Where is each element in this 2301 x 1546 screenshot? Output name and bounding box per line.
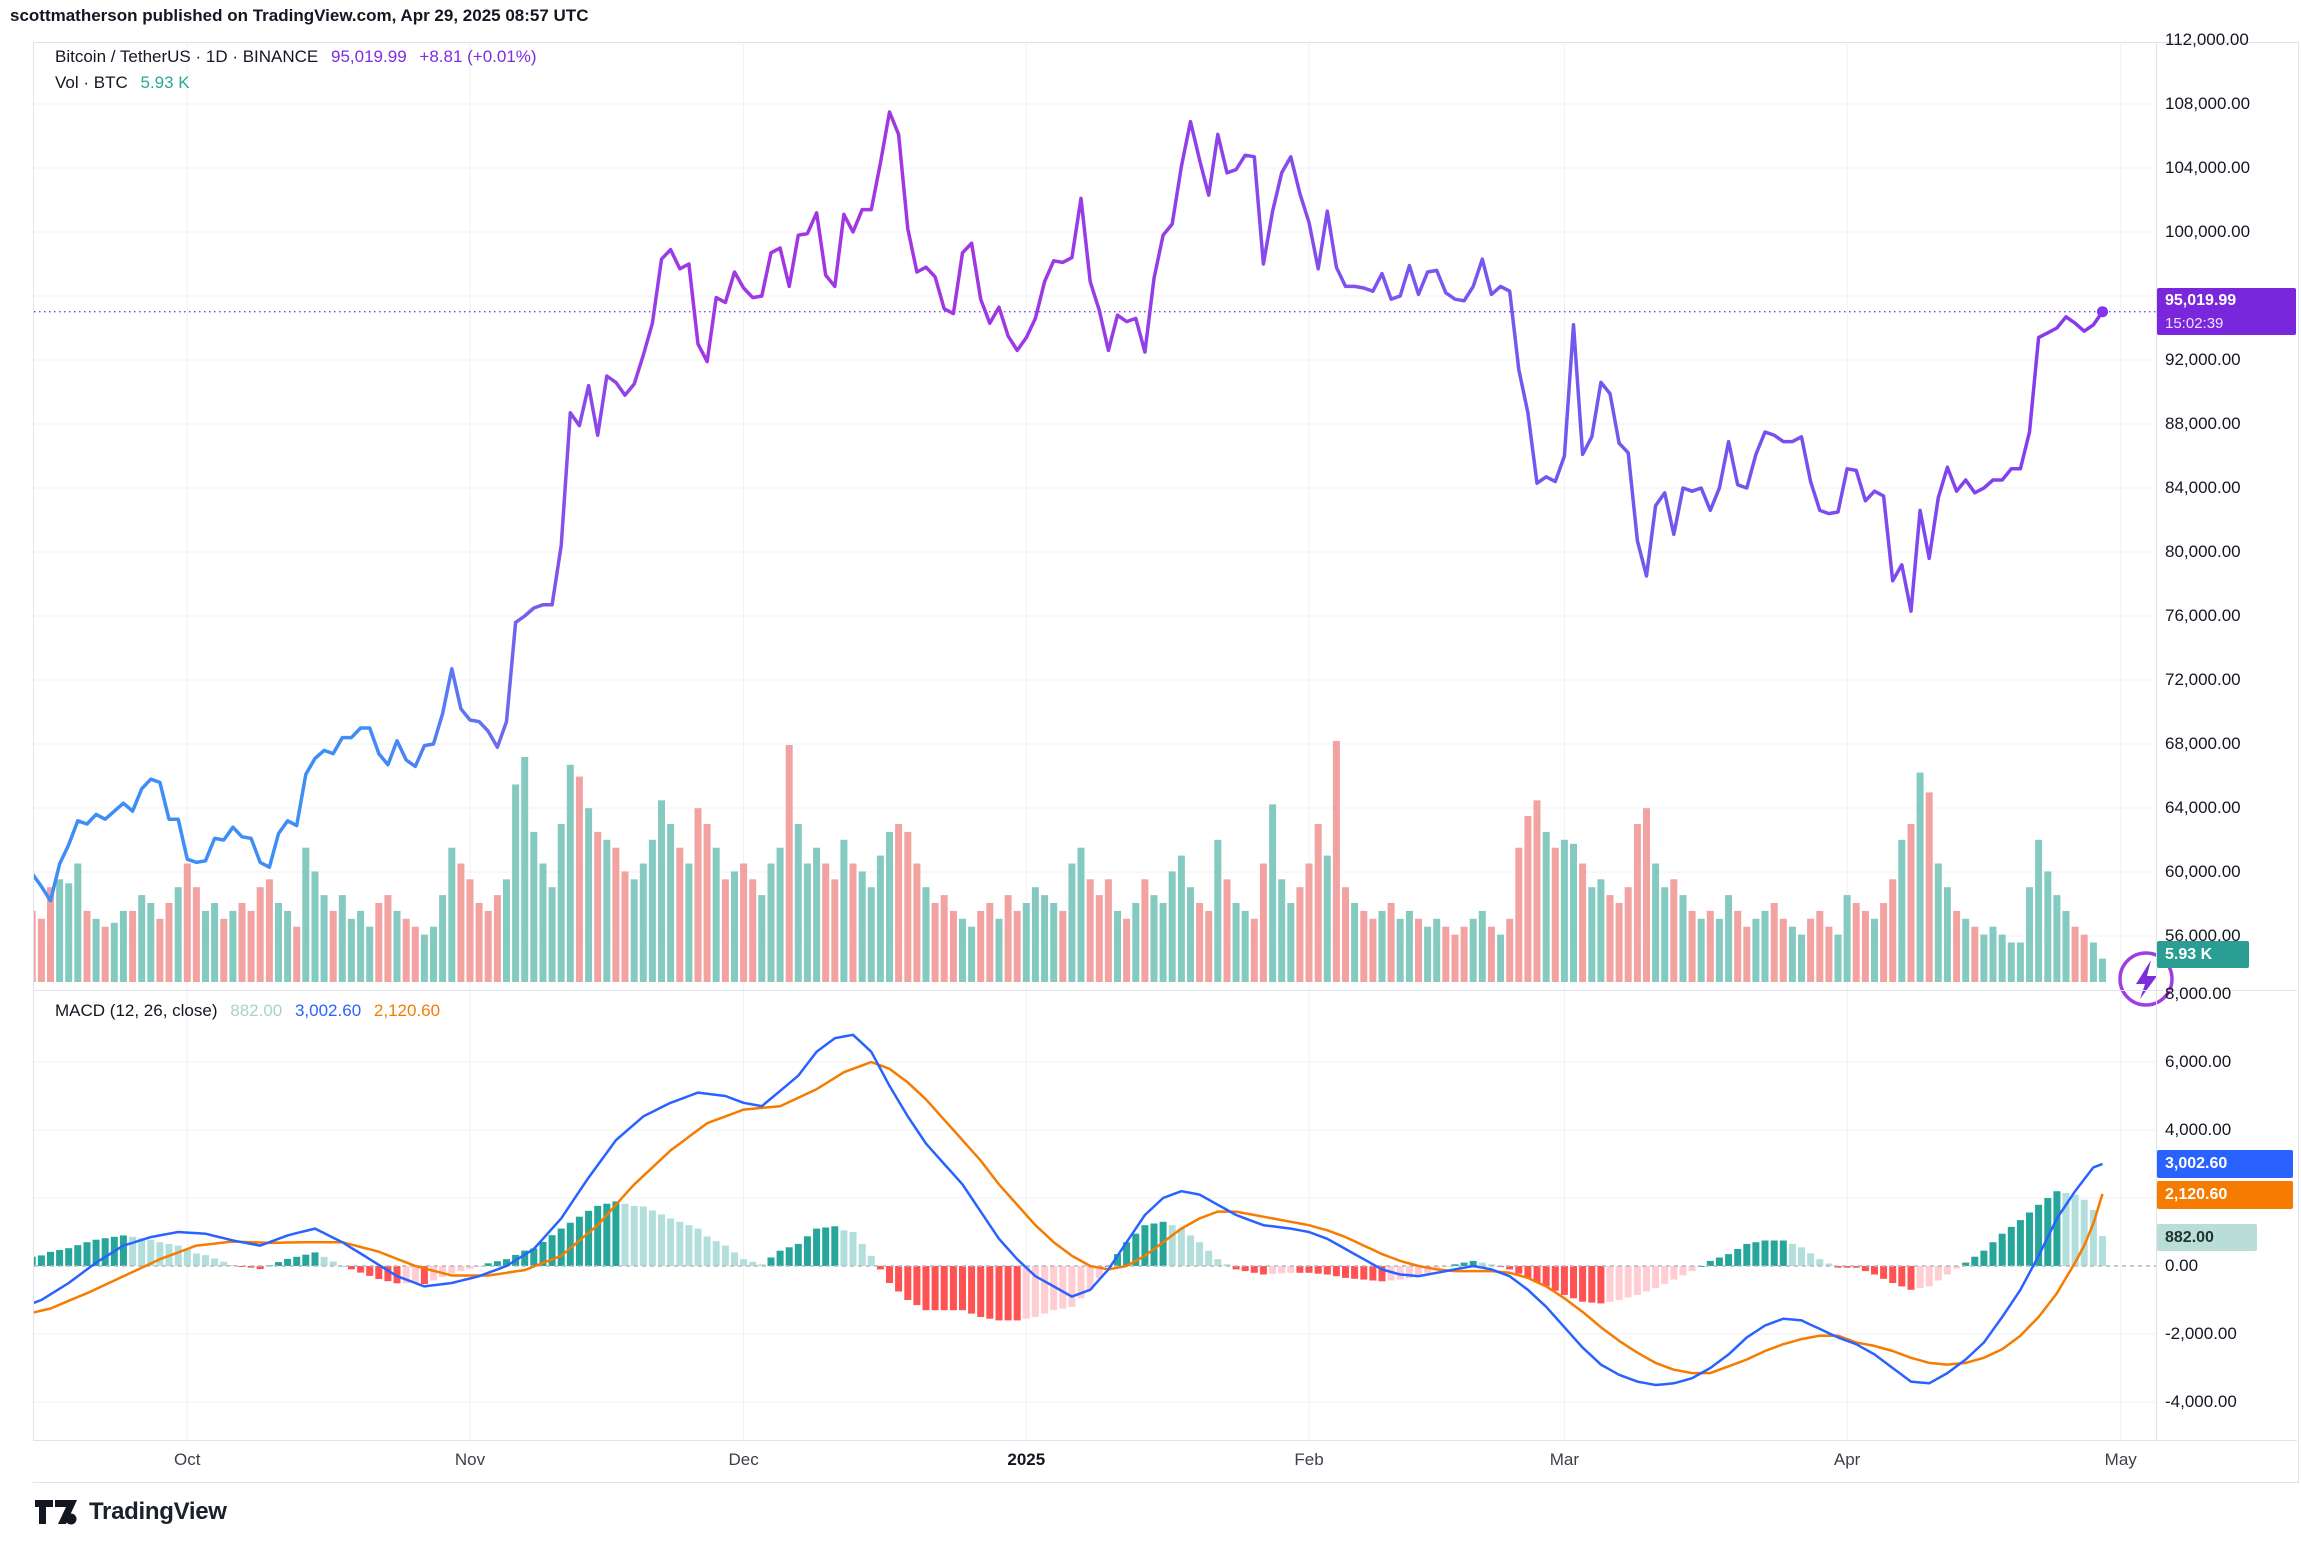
tradingview-wordmark: TradingView — [89, 1498, 227, 1525]
time-axis-label-dec: Dec — [728, 1450, 759, 1469]
volume-label: Vol · BTC — [55, 73, 128, 92]
tradingview-logo[interactable]: TradingView — [33, 1492, 227, 1532]
price-scale[interactable]: 112,000.00 108,000.00 104,000.00 100,000.00… — [2157, 0, 2300, 1546]
time-axis-label-2025: 2025 — [1007, 1450, 1046, 1469]
macd-hist-value: 882.00 — [230, 1001, 283, 1020]
price-tick-label: 84,000.00 — [2165, 478, 2241, 497]
price-tick-label: 60,000.00 — [2165, 862, 2241, 881]
macd-tick-label: -2,000.00 — [2165, 1324, 2237, 1343]
symbol-legend[interactable]: Bitcoin / TetherUS · 1D · BINANCE 95,019… — [55, 47, 545, 67]
price-tick-label: 112,000.00 — [2165, 30, 2249, 49]
macd-line-value: 3,002.60 — [294, 1001, 362, 1020]
bar-countdown: 15:02:39 — [2165, 315, 2224, 332]
price-tick-label: 100,000.00 — [2165, 222, 2251, 241]
macd-pane-separator — [34, 990, 2297, 991]
price-scale-separator — [2156, 42, 2157, 1440]
macd-hist-badge: 882.00 — [2157, 1224, 2257, 1251]
time-axis-separator — [34, 1440, 2297, 1441]
price-tick-label: 68,000.00 — [2165, 734, 2241, 753]
macd-signal-value: 2,120.60 — [373, 1001, 441, 1020]
time-scale[interactable]: Oct Nov Dec 2025 Feb Mar Apr May — [33, 1441, 2156, 1481]
symbol-title: Bitcoin / TetherUS · 1D · BINANCE — [55, 47, 319, 66]
price-tick-label: 108,000.00 — [2165, 94, 2251, 113]
volume-badge: 5.93 K — [2157, 941, 2249, 968]
time-axis-label-oct: Oct — [174, 1450, 201, 1469]
macd-signal-badge: 2,120.60 — [2157, 1181, 2293, 1209]
time-axis-label-feb: Feb — [1294, 1450, 1324, 1469]
macd-legend[interactable]: MACD (12, 26, close) 882.00 3,002.60 2,1… — [55, 1001, 448, 1021]
last-price-badge: 95,019.99 15:02:39 — [2157, 288, 2296, 335]
tradingview-logo-icon — [35, 1500, 77, 1525]
macd-line-badge: 3,002.60 — [2157, 1150, 2293, 1178]
time-axis-label-mar: Mar — [1549, 1450, 1580, 1469]
macd-tick-label: -4,000.00 — [2165, 1392, 2237, 1411]
macd-tick-label: 0.00 — [2165, 1256, 2199, 1275]
price-tick-label: 72,000.00 — [2165, 670, 2241, 689]
time-axis-label-nov: Nov — [454, 1450, 486, 1469]
price-tick-label: 88,000.00 — [2165, 414, 2241, 433]
attribution-header: scottmatherson published on TradingView.… — [10, 6, 589, 25]
volume-value: 5.93 K — [140, 73, 190, 92]
price-change-value: +8.81 (+0.01%) — [419, 47, 537, 66]
macd-tick-label: 8,000.00 — [2165, 984, 2232, 1003]
time-axis-label-apr: Apr — [1833, 1450, 1861, 1469]
last-price-value: 95,019.99 — [331, 47, 407, 66]
price-tick-label: 92,000.00 — [2165, 350, 2241, 369]
price-tick-label: 104,000.00 — [2165, 158, 2251, 177]
time-axis-label-may: May — [2104, 1450, 2137, 1469]
price-tick-label: 56,000.00 — [2165, 926, 2241, 945]
macd-tick-label: 4,000.00 — [2165, 1120, 2232, 1139]
last-price-badge-value: 95,019.99 — [2165, 292, 2237, 309]
price-tick-label: 76,000.00 — [2165, 606, 2241, 625]
macd-tick-label: 6,000.00 — [2165, 1052, 2232, 1071]
volume-legend[interactable]: Vol · BTC 5.93 K — [55, 73, 198, 93]
price-tick-label: 80,000.00 — [2165, 542, 2241, 561]
macd-indicator-label: MACD (12, 26, close) — [55, 1001, 218, 1020]
price-tick-label: 64,000.00 — [2165, 798, 2241, 817]
